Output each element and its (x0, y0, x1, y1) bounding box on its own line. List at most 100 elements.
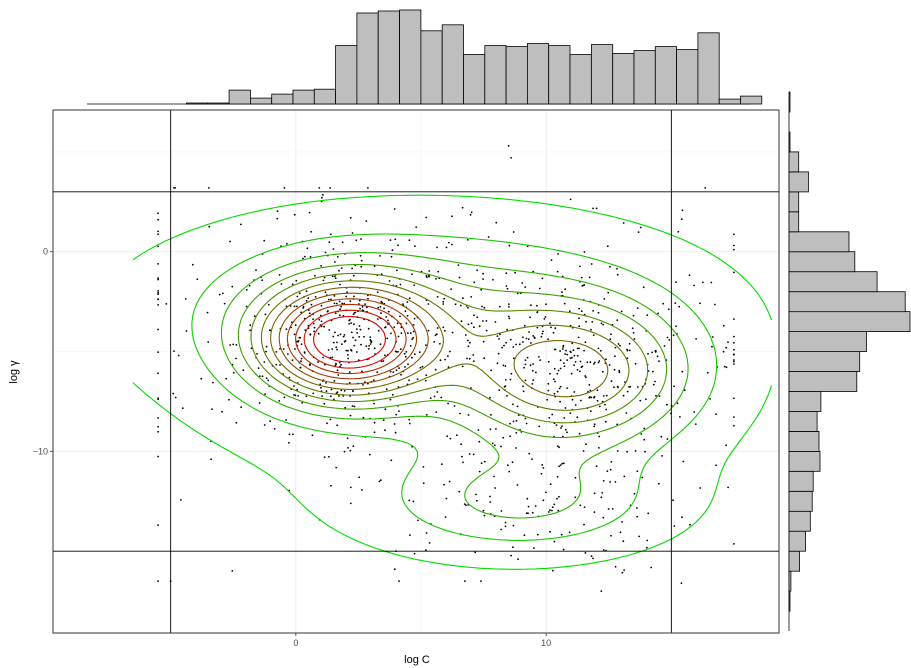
histogram-y-bar (788, 590, 791, 612)
data-point (636, 515, 639, 518)
data-point (530, 304, 532, 307)
data-point (621, 521, 623, 523)
data-point (480, 462, 483, 465)
data-point (602, 395, 605, 397)
data-point (512, 357, 515, 360)
data-point (621, 571, 624, 574)
data-point (360, 265, 363, 268)
data-point (294, 348, 296, 350)
data-point (184, 298, 187, 300)
data-point (313, 326, 316, 329)
data-point (666, 403, 668, 406)
histogram-x-bar (591, 44, 614, 105)
data-point (348, 323, 350, 325)
data-point (369, 343, 372, 345)
data-point (600, 496, 603, 499)
data-point (569, 412, 572, 414)
data-point (303, 255, 306, 258)
data-point (276, 217, 279, 220)
data-point (413, 284, 416, 286)
data-point (293, 394, 295, 396)
data-point (498, 389, 501, 392)
data-point (582, 450, 585, 452)
data-point (644, 450, 646, 453)
data-point (512, 231, 515, 233)
data-point (568, 531, 571, 534)
data-point (592, 207, 594, 210)
data-point (689, 523, 691, 526)
data-point (157, 277, 160, 280)
data-point (321, 395, 323, 397)
data-point (674, 302, 677, 304)
data-point (566, 353, 569, 356)
data-point (673, 385, 675, 388)
data-point (645, 546, 648, 549)
data-point (639, 399, 642, 402)
y-tick-label: −10 (33, 446, 48, 456)
data-point (476, 269, 479, 272)
data-point (350, 348, 352, 351)
histogram-x-bar (612, 53, 635, 105)
data-point (157, 328, 160, 331)
data-point (526, 497, 529, 500)
data-point (529, 364, 532, 367)
data-point (514, 271, 516, 274)
data-point (608, 364, 611, 366)
data-point (364, 303, 366, 305)
data-point (538, 287, 541, 290)
data-point (733, 360, 735, 363)
data-point (551, 506, 554, 509)
data-point (323, 456, 326, 458)
data-point (302, 307, 305, 309)
data-point (699, 302, 701, 305)
data-point (542, 467, 545, 469)
data-point (595, 465, 598, 468)
histogram-x-bar (633, 50, 656, 105)
data-point (434, 334, 437, 337)
histogram-y-bar (788, 251, 856, 273)
data-point (409, 332, 412, 335)
data-point (599, 349, 602, 352)
density-contour-level (260, 280, 630, 411)
data-point (516, 405, 519, 408)
data-point (543, 318, 546, 320)
data-point (329, 418, 332, 421)
data-point (424, 379, 427, 382)
data-point (210, 458, 213, 461)
histogram-x-bar (676, 49, 699, 105)
data-point (349, 449, 352, 452)
data-point (709, 398, 711, 400)
data-point (380, 360, 383, 363)
data-point (533, 336, 536, 339)
data-point (539, 359, 542, 361)
data-point (299, 366, 302, 369)
data-point (725, 444, 728, 447)
data-point (568, 310, 571, 313)
data-point (467, 306, 469, 309)
data-point (325, 390, 328, 392)
data-point (334, 261, 336, 263)
data-point (515, 343, 517, 346)
data-point (398, 410, 400, 412)
data-point (552, 331, 555, 334)
data-point (288, 433, 291, 436)
data-point (336, 369, 339, 372)
histogram-x-bar (207, 102, 230, 105)
data-point (473, 314, 475, 317)
data-point (584, 552, 587, 554)
data-point (218, 293, 221, 296)
data-point (556, 372, 559, 375)
data-point (693, 284, 695, 287)
histogram-x-bar (463, 54, 486, 105)
density-contour-level (191, 233, 718, 541)
data-point (714, 303, 716, 306)
data-point (448, 480, 451, 483)
data-point (446, 435, 449, 438)
data-point (626, 357, 629, 360)
data-point (493, 444, 496, 447)
data-point (324, 291, 327, 294)
data-point (445, 497, 448, 500)
data-point (733, 424, 735, 427)
data-point (276, 210, 279, 213)
data-point (647, 512, 650, 515)
